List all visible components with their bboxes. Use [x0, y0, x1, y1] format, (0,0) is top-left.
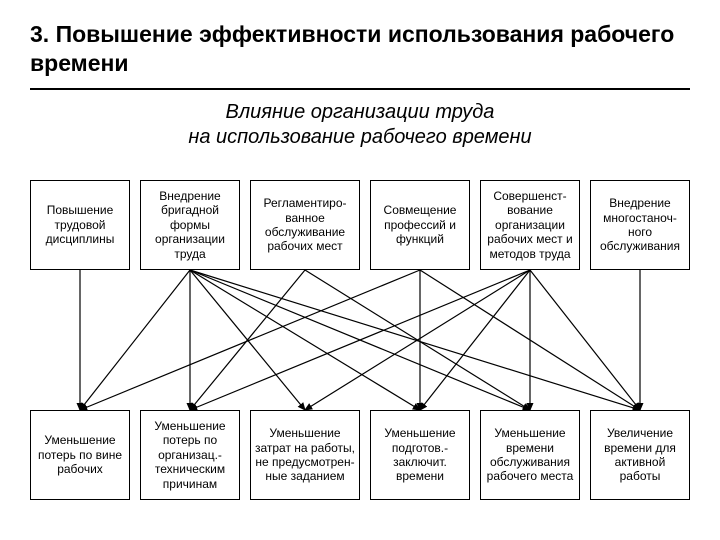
- edge-t4-b1: [80, 270, 420, 410]
- edge-t2-b1: [80, 270, 190, 410]
- edge-t2-b4: [190, 270, 420, 410]
- edge-t5-b4: [420, 270, 530, 410]
- bottom-box-5: Уменьшение времени обслуживания рабочего…: [480, 410, 580, 500]
- edge-t5-b6: [530, 270, 640, 410]
- bottom-box-1: Уменьшение потерь по вине рабочих: [30, 410, 130, 500]
- edge-t3-b2: [190, 270, 305, 410]
- bottom-box-3: Уменьшение затрат на работы, не предусмо…: [250, 410, 360, 500]
- top-box-1: Повышение трудовой дисциплины: [30, 180, 130, 270]
- page-heading: 3. Повышение эффективности использования…: [0, 0, 720, 84]
- edge-t5-b2: [190, 270, 530, 410]
- edge-t2-b5: [190, 270, 530, 410]
- edge-t5-b3: [305, 270, 530, 410]
- top-box-6: Внедрение многостаноч­ного обслуживания: [590, 180, 690, 270]
- heading-rule: [30, 88, 690, 90]
- edge-t2-b3: [190, 270, 305, 410]
- subtitle-line-1: Влияние организации труда: [226, 101, 495, 123]
- top-box-5: Совершенст­вование организации рабочих м…: [480, 180, 580, 270]
- edge-t2-b6: [190, 270, 640, 410]
- bottom-box-6: Увеличение времени для активной работы: [590, 410, 690, 500]
- top-box-3: Регламентиро­ванное обслуживание рабочих…: [250, 180, 360, 270]
- diagram-subtitle: Влияние организации труда на использован…: [30, 100, 690, 150]
- subtitle-line-2: на использование рабочего времени: [188, 126, 531, 148]
- top-box-2: Внедрение бригадной формы организации тр…: [140, 180, 240, 270]
- edge-t3-b5: [305, 270, 530, 410]
- edge-t4-b6: [420, 270, 640, 410]
- bottom-box-2: Уменьшение потерь по организац.-техничес…: [140, 410, 240, 500]
- bottom-box-4: Уменьшение подготов.-заключит. времени: [370, 410, 470, 500]
- top-box-4: Совмещение профессий и функций: [370, 180, 470, 270]
